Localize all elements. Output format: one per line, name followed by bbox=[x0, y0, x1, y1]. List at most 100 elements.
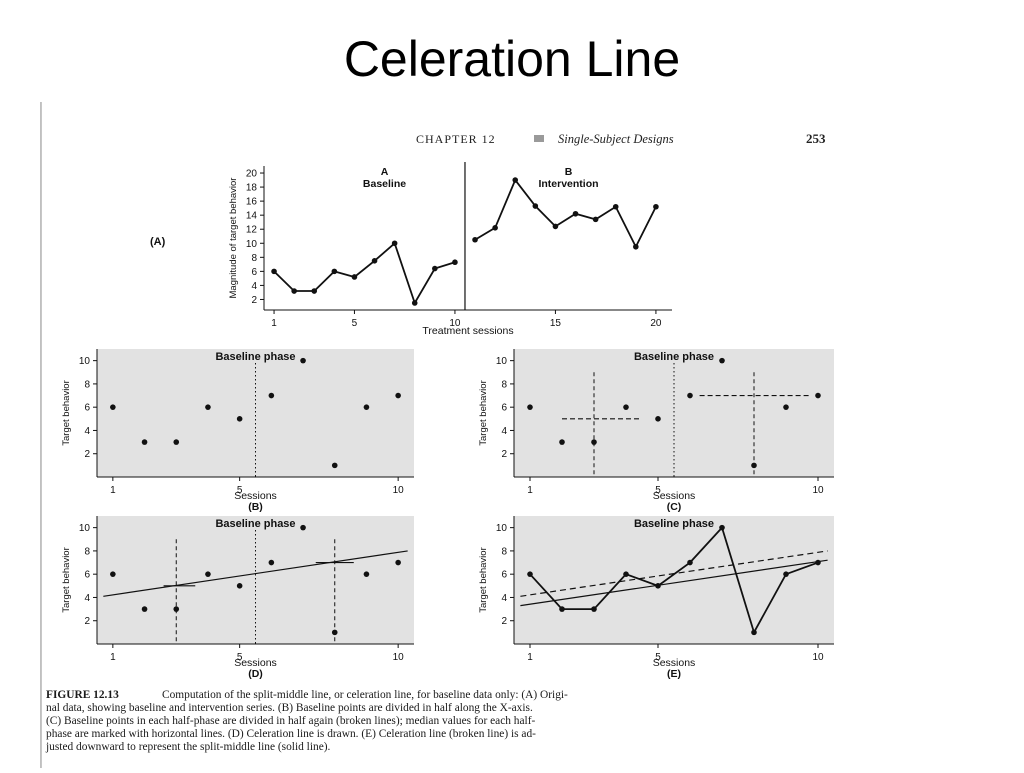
y-tick-label: 2 bbox=[84, 616, 90, 627]
y-tick-label: 4 bbox=[84, 593, 90, 604]
data-point bbox=[552, 223, 559, 230]
data-point bbox=[572, 210, 579, 217]
y-tick-label: 6 bbox=[251, 267, 257, 278]
data-point bbox=[205, 571, 211, 577]
data-point bbox=[391, 240, 398, 247]
data-point bbox=[623, 571, 629, 577]
data-point bbox=[655, 583, 661, 589]
data-point bbox=[655, 416, 661, 422]
slide-title: Celeration Line bbox=[343, 31, 681, 87]
data-point bbox=[559, 439, 565, 445]
y-tick-label: 2 bbox=[501, 616, 507, 627]
y-tick-label: 6 bbox=[501, 570, 507, 581]
x-tick-label: 10 bbox=[393, 485, 405, 496]
data-point bbox=[363, 571, 370, 577]
data-point bbox=[331, 462, 338, 469]
y-tick-label: 8 bbox=[501, 546, 507, 557]
data-point bbox=[141, 606, 148, 612]
data-point bbox=[331, 268, 338, 275]
series-line bbox=[474, 178, 657, 249]
data-point bbox=[395, 392, 401, 399]
caption-line: nal data, showing baseline and intervent… bbox=[46, 702, 533, 714]
chapter-title: Single-Subject Designs bbox=[558, 132, 674, 146]
y-tick-label: 18 bbox=[246, 183, 258, 194]
panel-title: Baseline phase bbox=[634, 351, 714, 363]
panel-label: (A) bbox=[150, 236, 166, 248]
panel-b-chart: 2 4 6 8 10 1 5 10 Sessions Target behavior (B) Base… bbox=[61, 349, 414, 513]
x-axis-title: Sessions bbox=[653, 657, 696, 669]
data-point bbox=[173, 606, 180, 612]
y-tick-label: 4 bbox=[501, 426, 507, 437]
phase-name: Intervention bbox=[538, 178, 598, 190]
data-point bbox=[271, 268, 277, 275]
data-point bbox=[653, 203, 659, 210]
data-point bbox=[751, 629, 757, 636]
y-tick-label: 6 bbox=[501, 403, 507, 414]
panel-d-chart: 2 4 6 8 10 1 5 10 Sessions Target behavior (D) Base… bbox=[61, 516, 414, 680]
y-tick-label: 10 bbox=[246, 239, 258, 250]
data-point bbox=[268, 392, 275, 399]
data-point bbox=[371, 258, 378, 264]
y-tick-label: 2 bbox=[84, 449, 90, 460]
x-tick-label: 15 bbox=[550, 318, 562, 329]
x-tick-label: 20 bbox=[650, 318, 662, 329]
textbook-page: CHAPTER 12 Single-Subject Designs 253 2 4… bbox=[42, 102, 886, 768]
data-point bbox=[527, 404, 533, 410]
data-point bbox=[527, 571, 533, 577]
data-point bbox=[783, 404, 789, 410]
y-tick-label: 10 bbox=[496, 523, 508, 534]
y-tick-label: 2 bbox=[251, 295, 257, 306]
y-axis-title: Target behavior bbox=[478, 380, 489, 445]
data-point bbox=[173, 439, 180, 445]
page-number: 253 bbox=[806, 131, 826, 146]
x-axis-title: Sessions bbox=[653, 490, 696, 502]
data-point bbox=[331, 629, 338, 636]
y-tick-label: 4 bbox=[501, 593, 507, 604]
y-tick-label: 6 bbox=[84, 403, 90, 414]
caption-line: justed downward to represent the split-m… bbox=[45, 741, 331, 753]
phase-letter: B bbox=[565, 166, 573, 178]
y-tick-label: 12 bbox=[246, 225, 258, 236]
data-point bbox=[395, 559, 401, 566]
x-tick-label: 1 bbox=[110, 485, 116, 496]
data-point bbox=[291, 288, 297, 294]
panel-label: (C) bbox=[667, 501, 682, 513]
data-point bbox=[719, 524, 725, 531]
data-point bbox=[432, 265, 438, 272]
data-point bbox=[472, 236, 478, 243]
data-point bbox=[815, 392, 821, 399]
panel-label: (D) bbox=[248, 668, 263, 680]
data-point bbox=[452, 259, 458, 266]
phase-name: Baseline bbox=[363, 178, 406, 190]
data-point bbox=[110, 404, 116, 410]
data-point bbox=[559, 606, 565, 612]
x-tick-label: 1 bbox=[110, 652, 116, 663]
panel-c-chart: 2 4 6 8 10 1 5 10 Sessions Target behavior (C) Base… bbox=[478, 349, 834, 513]
panel-e-chart: 2 4 6 8 10 1 5 10 Sessions Target behavior (E) Base… bbox=[478, 516, 834, 680]
y-axis-title: Target behavior bbox=[61, 547, 72, 612]
data-point bbox=[783, 571, 789, 577]
y-tick-label: 10 bbox=[496, 356, 508, 367]
x-tick-label: 5 bbox=[352, 318, 358, 329]
y-tick-label: 8 bbox=[501, 379, 507, 390]
series-line bbox=[273, 241, 456, 306]
x-axis-title: Sessions bbox=[234, 490, 277, 502]
data-point bbox=[300, 357, 306, 364]
data-point bbox=[268, 559, 275, 566]
data-point bbox=[687, 559, 693, 566]
y-tick-label: 8 bbox=[84, 546, 90, 557]
y-tick-label: 20 bbox=[246, 169, 258, 180]
data-point bbox=[623, 404, 629, 410]
y-axis-title: Target behavior bbox=[61, 380, 72, 445]
panel-label: (B) bbox=[248, 501, 263, 513]
celeration-line bbox=[103, 550, 408, 597]
data-point bbox=[512, 177, 519, 183]
data-point bbox=[492, 225, 498, 231]
data-point bbox=[591, 606, 597, 612]
x-tick-label: 5 bbox=[237, 485, 243, 496]
caption-line: (C) Baseline points in each half-phase a… bbox=[46, 715, 536, 727]
y-tick-label: 8 bbox=[84, 379, 90, 390]
data-point bbox=[236, 416, 243, 422]
data-point bbox=[363, 404, 370, 410]
